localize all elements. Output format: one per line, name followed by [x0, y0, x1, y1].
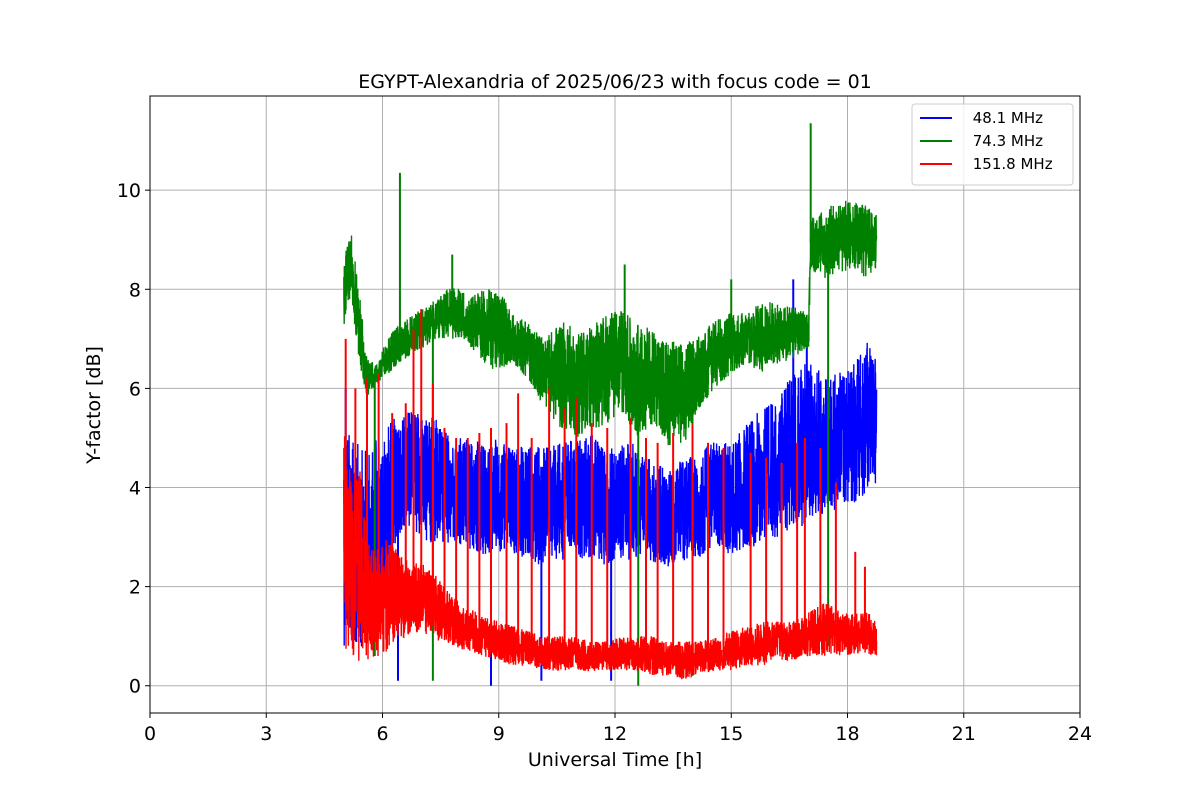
series-layer [343, 123, 878, 686]
x-tick-label: 0 [144, 723, 156, 745]
series-line [343, 200, 878, 446]
x-tick-label: 9 [493, 723, 505, 745]
legend-box [911, 103, 1074, 186]
y-axis-label: Y-factor [dB] [83, 346, 105, 465]
x-tick-label: 3 [260, 723, 272, 745]
x-tick-label: 18 [835, 723, 859, 745]
x-tick-label: 21 [952, 723, 976, 745]
legend-label: 74.3 MHz [968, 132, 1043, 150]
y-tick-label: 10 [117, 180, 141, 202]
y-tick-label: 6 [129, 378, 141, 400]
y-tick-label: 4 [129, 478, 141, 500]
series-3 [343, 309, 878, 680]
y-axis: 0 2 4 6 8 10 [117, 180, 150, 698]
x-axis: 0 3 6 9 12 15 18 21 24 [144, 713, 1092, 745]
legend-label: 151.8 MHz [968, 155, 1053, 173]
y-tick-label: 2 [129, 577, 141, 599]
chart-title: EGYPT-Alexandria of 2025/06/23 with focu… [358, 71, 872, 93]
y-tick-label: 0 [129, 676, 141, 698]
y-tick-label: 8 [129, 279, 141, 301]
legend: 48.1 MHz 74.3 MHz 151.8 MHz [911, 103, 1074, 186]
x-tick-label: 24 [1068, 723, 1092, 745]
legend-label: 48.1 MHz [968, 109, 1043, 127]
x-tick-label: 12 [603, 723, 627, 745]
x-axis-label: Universal Time [h] [528, 749, 702, 771]
x-tick-label: 15 [719, 723, 743, 745]
x-tick-label: 6 [376, 723, 388, 745]
